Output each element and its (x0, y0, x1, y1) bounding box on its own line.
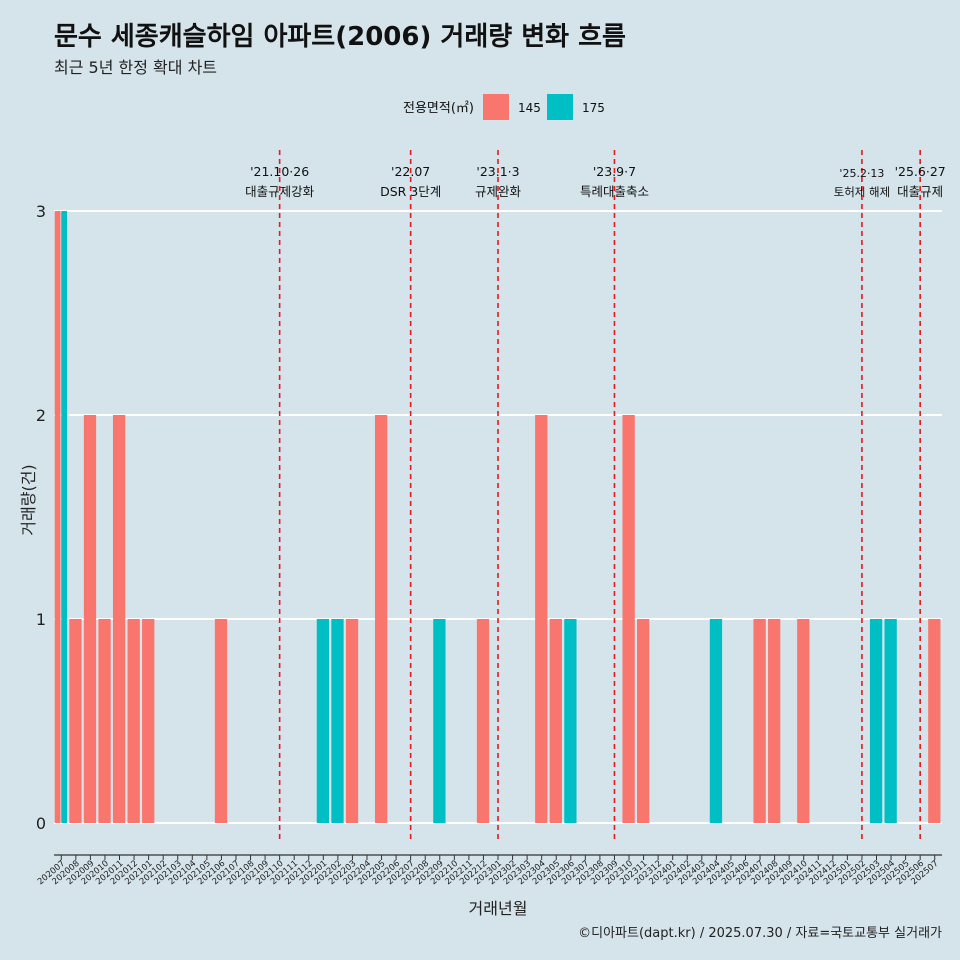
bar (142, 619, 155, 823)
event-date: '25.6·27 (895, 164, 946, 179)
bar (61, 211, 68, 823)
x-axis-label: 거래년월 (469, 899, 528, 918)
y-axis: 0 1 2 3 (36, 202, 46, 833)
event-date: '23.9·7 (593, 164, 636, 179)
chart-title: 문수 세종캐슬하임 아파트(2006) 거래량 변화 흐름 (54, 22, 626, 52)
y-tick-label: 1 (36, 610, 46, 629)
bar (869, 619, 883, 823)
bar (928, 619, 941, 823)
source-caption: ©디아파트(dapt.kr) / 2025.07.30 / 자료=국토교통부 실… (578, 926, 942, 941)
y-axis-label: 거래량(건) (19, 464, 38, 535)
bar (476, 619, 490, 823)
bars (54, 211, 941, 823)
bar (549, 619, 562, 823)
event-date: '23.1·3 (476, 164, 519, 179)
legend-title: 전용면적(㎡) (403, 101, 474, 116)
bar (331, 619, 344, 823)
y-tick-label: 2 (36, 406, 46, 425)
bar (753, 619, 766, 823)
bar (54, 211, 61, 823)
event-lines: '21.10·26 대출규제강화 '22.07 DSR 3단계 '23.1·3 규제완화 '… (245, 150, 946, 842)
event-date: '21.10·26 (250, 164, 309, 179)
event-label: 규제완화 (475, 184, 522, 199)
bar (214, 619, 228, 823)
y-tick-label: 3 (36, 202, 46, 221)
bar (345, 619, 359, 823)
y-tick-label: 0 (36, 814, 46, 833)
chart-subtitle: 최근 5년 한정 확대 차트 (54, 58, 218, 77)
legend-label-145: 145 (518, 101, 541, 115)
bar (535, 415, 548, 823)
bar (98, 619, 111, 823)
bar (127, 619, 140, 823)
legend-label-175: 175 (582, 101, 605, 115)
bar (797, 619, 810, 823)
bar (564, 619, 577, 823)
bar (768, 619, 781, 823)
event-label: 대출규제 (897, 184, 943, 199)
event-label: 특례대출축소 (580, 184, 649, 199)
legend: 전용면적(㎡) 145 175 (403, 94, 605, 120)
bar (374, 415, 388, 823)
bar (637, 619, 650, 823)
event-label: 대출규제강화 (245, 184, 315, 199)
bar (884, 619, 897, 823)
bar (83, 415, 97, 823)
event-label: DSR 3단계 (380, 184, 441, 199)
x-axis: 2020072020082020092020102020112020122021… (36, 854, 942, 887)
legend-swatch-175 (547, 94, 573, 120)
bar (316, 619, 330, 823)
bar (709, 619, 723, 823)
event-date: '22.07 (391, 164, 430, 179)
legend-swatch-145 (483, 94, 509, 120)
event-date: '25.2·13 (839, 167, 884, 180)
bar (622, 415, 635, 823)
bar (112, 415, 126, 823)
bar (433, 619, 446, 823)
event-label: 토허제 해제 (834, 185, 891, 199)
bar (69, 619, 82, 823)
